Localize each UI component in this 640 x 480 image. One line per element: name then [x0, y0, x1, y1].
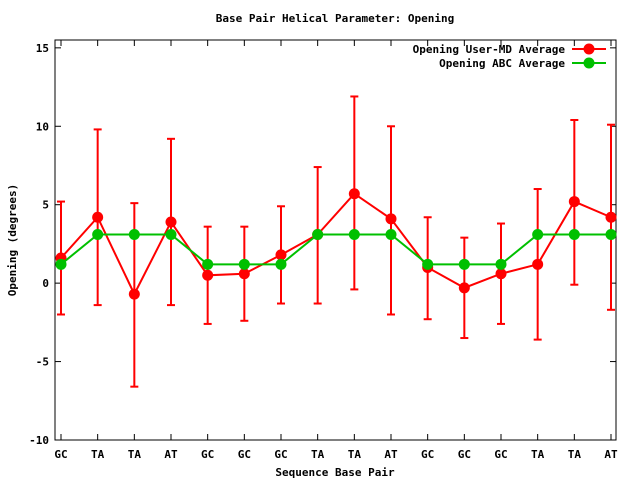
data-point-user-md [202, 269, 214, 281]
legend-label: Opening User-MD Average [413, 43, 566, 56]
data-point-abc [348, 229, 360, 241]
y-tick-label: -5 [36, 356, 49, 369]
ticks-layer: -10 -5 0 5 10 15 GC TA TA AT GC GC GC TA TA AT GC GC GC TA T… [29, 40, 618, 461]
data-point-user-md [165, 216, 177, 228]
data-point-abc [55, 258, 67, 270]
y-tick-label: 0 [42, 277, 49, 290]
series-line-abc [60, 233, 611, 266]
x-tick-label: GC [201, 448, 214, 461]
data-point-user-md [92, 211, 104, 223]
x-tick-label: TA [348, 448, 362, 461]
x-tick-label: GC [458, 448, 471, 461]
data-point-abc [495, 258, 507, 270]
data-point-abc [202, 258, 214, 270]
y-axis-label: Opening (degrees) [6, 184, 19, 297]
data-point-abc [92, 229, 104, 241]
data-point-user-md [128, 288, 140, 300]
x-tick-label: TA [531, 448, 545, 461]
x-tick-label: GC [494, 448, 507, 461]
data-point-abc [238, 258, 250, 270]
series-layer [55, 95, 617, 388]
legend-label: Opening ABC Average [439, 57, 565, 70]
data-point-abc [458, 258, 470, 270]
x-tick-label: GC [421, 448, 434, 461]
data-point-abc [385, 229, 397, 241]
x-tick-label: GC [238, 448, 251, 461]
x-axis-label: Sequence Base Pair [275, 466, 395, 479]
data-point-abc [532, 229, 544, 241]
data-point-abc [165, 229, 177, 241]
x-tick-label: TA [568, 448, 582, 461]
x-tick-label: GC [54, 448, 67, 461]
x-tick-label: TA [91, 448, 105, 461]
x-tick-label: TA [128, 448, 142, 461]
x-tick-label: AT [164, 448, 178, 461]
x-tick-label: TA [311, 448, 325, 461]
legend-swatch-marker [583, 43, 595, 55]
y-tick-label: 15 [36, 42, 49, 55]
x-tick-label: GC [274, 448, 287, 461]
data-point-user-md [568, 196, 580, 208]
legend-swatch-marker [583, 57, 595, 69]
data-point-abc [128, 229, 140, 241]
y-tick-label: 5 [42, 199, 49, 212]
data-point-user-md [495, 268, 507, 280]
data-point-abc [605, 229, 617, 241]
x-tick-label: AT [384, 448, 398, 461]
data-point-abc [275, 258, 287, 270]
data-point-abc [312, 229, 324, 241]
plot-frame [54, 39, 617, 441]
x-tick-label: AT [604, 448, 618, 461]
data-point-user-md [238, 268, 250, 280]
data-point-abc [568, 229, 580, 241]
chart-title: Base Pair Helical Parameter: Opening [216, 12, 454, 25]
y-tick-label: -10 [29, 434, 49, 447]
data-point-user-md [532, 258, 544, 270]
data-point-user-md [275, 249, 287, 261]
series-line-user-md [60, 192, 612, 297]
data-point-user-md [458, 282, 470, 294]
data-point-user-md [385, 213, 397, 225]
data-point-user-md [605, 211, 617, 223]
y-tick-label: 10 [36, 120, 49, 133]
data-point-abc [422, 258, 434, 270]
data-point-user-md [348, 188, 360, 200]
